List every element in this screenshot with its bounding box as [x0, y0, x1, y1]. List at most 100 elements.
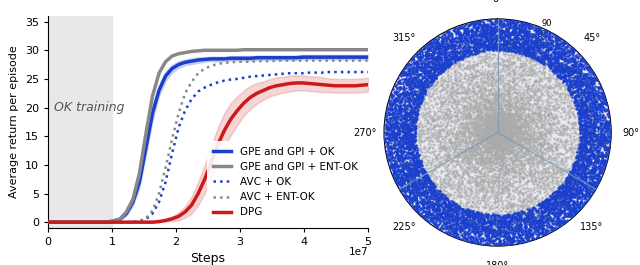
Point	[441, 56, 451, 60]
Point	[438, 204, 449, 208]
Point	[432, 41, 442, 45]
Point	[591, 102, 601, 106]
Point	[447, 105, 458, 109]
Point	[401, 124, 411, 128]
Point	[505, 145, 515, 149]
Point	[507, 183, 517, 187]
Point	[505, 152, 515, 156]
Point	[523, 141, 533, 145]
Point	[511, 138, 521, 143]
Point	[534, 176, 545, 180]
Point	[584, 81, 595, 86]
Point	[475, 37, 485, 41]
Point	[495, 241, 505, 245]
Point	[571, 65, 581, 70]
Point	[571, 70, 581, 74]
Point	[412, 171, 422, 175]
Point	[419, 131, 429, 136]
Point	[531, 133, 541, 137]
Point	[428, 186, 438, 190]
Point	[585, 86, 595, 90]
Point	[498, 134, 508, 138]
Point	[532, 37, 543, 41]
Point	[440, 60, 450, 64]
Point	[444, 99, 454, 104]
Point	[529, 139, 539, 144]
Point	[553, 67, 563, 71]
Point	[481, 185, 491, 189]
Point	[408, 149, 419, 153]
Point	[385, 116, 396, 120]
Point	[407, 199, 417, 204]
Point	[450, 147, 460, 151]
Point	[472, 100, 482, 104]
Point	[472, 180, 483, 185]
Point	[494, 129, 504, 133]
Point	[428, 74, 438, 78]
Point	[491, 112, 501, 116]
Point	[433, 45, 443, 50]
Point	[456, 95, 466, 99]
Point	[585, 137, 595, 142]
Point	[516, 162, 526, 166]
Point	[458, 234, 468, 238]
Point	[511, 91, 522, 95]
Point	[522, 179, 532, 183]
Point	[484, 239, 495, 243]
Point	[430, 197, 440, 201]
Point	[463, 172, 473, 176]
Point	[410, 182, 420, 187]
Point	[570, 208, 580, 212]
Point	[579, 98, 589, 103]
Point	[410, 166, 420, 170]
Point	[484, 158, 494, 163]
Point	[494, 77, 504, 81]
Point	[490, 218, 500, 222]
Point	[584, 193, 595, 198]
Point	[584, 83, 594, 87]
Point	[398, 125, 408, 129]
Point	[467, 108, 477, 112]
Point	[389, 100, 399, 104]
Point	[536, 219, 546, 223]
Point	[564, 171, 575, 176]
Point	[458, 76, 468, 80]
Point	[440, 45, 451, 49]
Point	[410, 116, 420, 120]
Point	[484, 183, 494, 187]
Point	[504, 78, 515, 82]
Point	[588, 101, 598, 105]
Point	[482, 23, 492, 27]
Point	[518, 29, 528, 33]
Point	[405, 159, 415, 163]
Point	[440, 83, 451, 87]
Point	[494, 125, 504, 129]
Point	[531, 83, 541, 87]
Point	[474, 129, 484, 133]
Point	[491, 101, 501, 106]
Point	[515, 227, 525, 231]
Point	[508, 30, 518, 34]
Point	[551, 64, 561, 68]
Point	[395, 78, 405, 82]
Point	[431, 177, 442, 182]
Point	[488, 109, 499, 113]
Point	[444, 74, 454, 78]
Point	[476, 237, 486, 242]
Point	[451, 61, 461, 66]
Point	[589, 111, 599, 115]
Point	[528, 54, 538, 58]
Point	[401, 160, 411, 164]
Point	[586, 186, 596, 191]
Point	[486, 169, 497, 173]
Point	[471, 130, 481, 134]
Point	[418, 214, 428, 218]
Point	[461, 157, 472, 161]
Point	[472, 215, 483, 219]
Point	[483, 129, 493, 134]
Point	[410, 60, 420, 65]
Point	[510, 40, 520, 45]
Point	[440, 210, 450, 214]
Point	[496, 142, 506, 146]
Point	[467, 125, 477, 129]
